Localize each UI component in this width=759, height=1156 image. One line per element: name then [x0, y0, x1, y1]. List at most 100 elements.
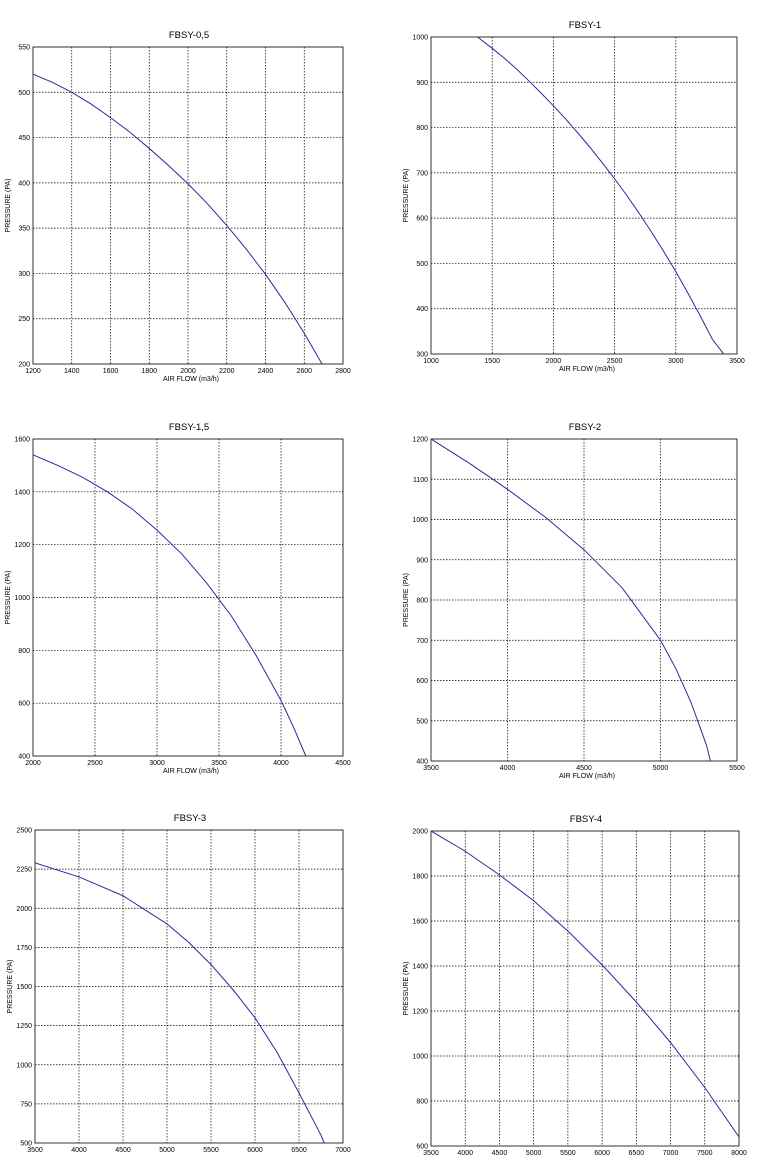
x-tick-label: 5000 — [526, 1150, 542, 1156]
y-tick-label: 750 — [20, 1101, 32, 1108]
y-tick-label: 400 — [416, 306, 428, 313]
y-tick-label: 1600 — [14, 437, 30, 444]
x-tick-label: 6500 — [291, 1147, 307, 1154]
plot-area — [430, 830, 740, 1147]
x-tick-label: 5500 — [203, 1147, 219, 1154]
y-tick-label: 600 — [416, 678, 428, 685]
y-tick-label: 2500 — [16, 828, 32, 835]
x-tick-label: 7000 — [335, 1147, 351, 1154]
y-axis-label: PRESSURE (PA) — [403, 962, 410, 1016]
y-tick-label: 2000 — [16, 906, 32, 913]
x-tick-label: 1000 — [423, 358, 439, 365]
plot-area — [32, 46, 344, 365]
x-tick-label: 4500 — [492, 1150, 508, 1156]
y-tick-label: 300 — [416, 352, 428, 359]
x-tick-label: 2800 — [335, 368, 351, 375]
x-tick-label: 1400 — [64, 368, 80, 375]
y-tick-label: 800 — [416, 125, 428, 132]
y-tick-label: 1400 — [14, 489, 30, 496]
y-axis-label: PRESSURE (PA) — [7, 960, 14, 1014]
x-tick-label: 2000 — [180, 368, 196, 375]
x-tick-label: 1800 — [141, 368, 157, 375]
y-tick-label: 900 — [416, 80, 428, 87]
x-tick-label: 7500 — [697, 1150, 713, 1156]
x-tick-label: 3000 — [668, 358, 684, 365]
y-tick-label: 2250 — [16, 867, 32, 874]
y-tick-label: 300 — [18, 271, 30, 278]
y-tick-label: 600 — [18, 701, 30, 708]
x-tick-label: 4000 — [457, 1150, 473, 1156]
series-line — [477, 37, 725, 354]
x-tick-label: 1500 — [484, 358, 500, 365]
x-axis-label: AIR FLOW (m3/h) — [559, 366, 615, 373]
chart-2: 1000 1500 2000 2500 3000 3500 300 400 500 600 700 8… — [403, 20, 745, 373]
y-tick-label: 1400 — [412, 964, 428, 971]
series-line — [431, 439, 711, 761]
x-tick-label: 4000 — [71, 1147, 87, 1154]
x-axis-label: AIR FLOW (m3/h) — [163, 768, 219, 775]
x-tick-label: 8000 — [731, 1150, 747, 1156]
x-tick-label: 5000 — [159, 1147, 175, 1154]
y-axis-label: PRESSURE (PA) — [5, 179, 12, 233]
x-tick-label: 3500 — [27, 1147, 43, 1154]
y-tick-label: 800 — [18, 648, 30, 655]
y-tick-label: 550 — [18, 45, 30, 52]
x-tick-label: 1200 — [25, 368, 41, 375]
y-tick-label: 250 — [18, 316, 30, 323]
y-tick-label: 500 — [18, 90, 30, 97]
y-tick-label: 450 — [18, 135, 30, 142]
y-tick-label: 600 — [416, 216, 428, 223]
chart-3: 2000 2500 3000 3500 4000 4500 400 600 800 1000 120… — [5, 422, 351, 775]
x-tick-label: 6000 — [594, 1150, 610, 1156]
y-tick-label: 1000 — [412, 517, 428, 524]
y-tick-label: 1000 — [16, 1062, 32, 1069]
y-tick-label: 600 — [416, 1144, 428, 1151]
chart-title: FBSY-1,5 — [169, 422, 209, 433]
x-tick-label: 7000 — [663, 1150, 679, 1156]
x-tick-label: 2500 — [607, 358, 623, 365]
chart-5: 3500 4000 4500 5000 5500 6000 6500 7000 500 750 10… — [7, 813, 351, 1154]
series-line — [431, 831, 739, 1138]
y-tick-label: 800 — [416, 1099, 428, 1106]
x-tick-label: 3500 — [423, 1150, 439, 1156]
y-tick-label: 700 — [416, 638, 428, 645]
y-tick-label: 700 — [416, 170, 428, 177]
y-tick-label: 1000 — [412, 1054, 428, 1061]
chart-title: FBSY-0,5 — [169, 30, 209, 41]
chart-4: 3500 4000 4500 5000 5500 400 500 600 700 800 900 10… — [403, 422, 745, 780]
x-tick-label: 3500 — [423, 765, 439, 772]
y-tick-label: 200 — [18, 362, 30, 369]
chart-title: FBSY-4 — [570, 814, 602, 825]
x-tick-label: 5500 — [560, 1150, 576, 1156]
chart-title: FBSY-1 — [569, 20, 601, 31]
y-tick-label: 350 — [18, 226, 30, 233]
series-line — [35, 862, 325, 1143]
y-tick-label: 1000 — [412, 35, 428, 42]
chart-title: FBSY-3 — [174, 813, 206, 824]
x-tick-label: 2400 — [258, 368, 274, 375]
y-tick-label: 500 — [416, 718, 428, 725]
x-tick-label: 5500 — [729, 765, 745, 772]
chart-1: 1200 1400 1600 1800 2000 2200 2400 2600 2800 200 2… — [5, 30, 351, 383]
y-tick-label: 400 — [18, 754, 30, 761]
y-tick-label: 500 — [416, 261, 428, 268]
y-tick-label: 1100 — [413, 477, 428, 484]
x-tick-label: 3000 — [149, 760, 165, 767]
y-tick-label: 800 — [416, 598, 428, 605]
y-tick-label: 400 — [416, 759, 428, 766]
y-tick-label: 1200 — [412, 1009, 428, 1016]
y-tick-label: 1800 — [412, 874, 428, 881]
x-tick-label: 2000 — [546, 358, 562, 365]
x-tick-label: 2000 — [25, 760, 41, 767]
x-tick-label: 4500 — [335, 760, 351, 767]
y-tick-label: 1000 — [14, 595, 30, 602]
x-tick-label: 5000 — [653, 765, 669, 772]
x-tick-label: 6500 — [629, 1150, 645, 1156]
chart-title: FBSY-2 — [569, 422, 601, 433]
y-tick-label: 500 — [20, 1141, 32, 1148]
x-tick-label: 4500 — [115, 1147, 131, 1154]
x-tick-label: 3500 — [211, 760, 227, 767]
y-axis-label: PRESSURE (PA) — [403, 573, 410, 627]
y-tick-label: 1200 — [14, 542, 30, 549]
x-tick-label: 4000 — [500, 765, 516, 772]
